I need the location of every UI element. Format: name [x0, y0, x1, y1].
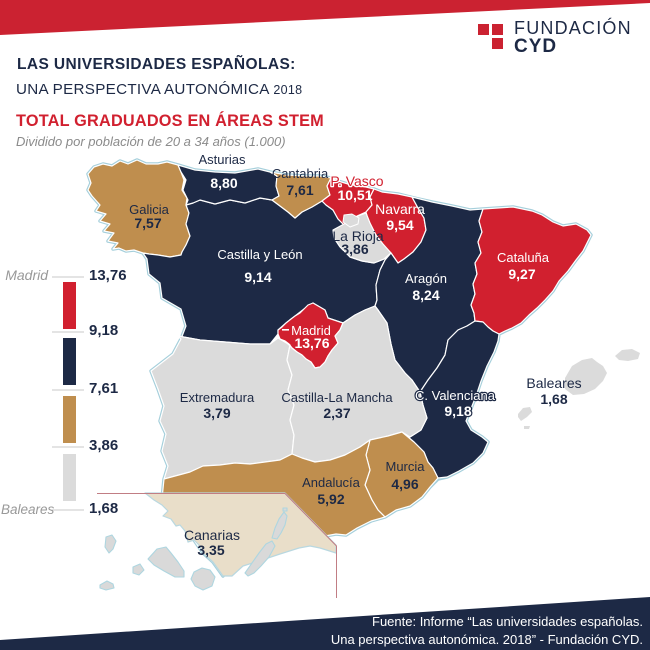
svg-text:9,27: 9,27	[508, 266, 535, 282]
svg-text:Castilla y León: Castilla y León	[217, 247, 302, 262]
svg-text:7,61: 7,61	[286, 182, 313, 198]
svg-text:10,51: 10,51	[337, 187, 372, 203]
svg-text:P. Vasco: P. Vasco	[330, 173, 383, 189]
svg-text:Cataluña: Cataluña	[497, 250, 550, 265]
svg-text:7,57: 7,57	[134, 215, 161, 231]
svg-text:Madrid: Madrid	[291, 323, 331, 338]
svg-text:TOTAL GRADUADOS EN ÁREAS STEM: TOTAL GRADUADOS EN ÁREAS STEM	[16, 111, 324, 130]
svg-text:8,24: 8,24	[412, 287, 439, 303]
svg-text:9,54: 9,54	[386, 217, 413, 233]
svg-text:UNA PERSPECTIVA AUTONÓMICA 201: UNA PERSPECTIVA AUTONÓMICA 2018	[16, 81, 302, 98]
svg-text:Castilla-La Mancha: Castilla-La Mancha	[281, 390, 393, 405]
svg-text:3,86: 3,86	[341, 241, 368, 257]
svg-text:Canarias: Canarias	[184, 527, 240, 543]
svg-text:3,86: 3,86	[89, 437, 118, 454]
svg-text:Asturias: Asturias	[199, 152, 246, 167]
svg-text:Galicia: Galicia	[129, 202, 170, 217]
svg-text:Madrid: Madrid	[5, 267, 49, 283]
svg-text:Navarra: Navarra	[375, 201, 425, 217]
svg-text:4,96: 4,96	[391, 476, 418, 492]
svg-text:1,68: 1,68	[540, 391, 567, 407]
svg-text:9,18: 9,18	[89, 322, 118, 339]
svg-text:Extremadura: Extremadura	[180, 390, 255, 405]
svg-text:13,76: 13,76	[294, 335, 329, 351]
svg-text:Andalucía: Andalucía	[302, 475, 361, 490]
svg-text:5,92: 5,92	[317, 491, 344, 507]
svg-text:Cantabria: Cantabria	[272, 166, 329, 181]
svg-text:Murcia: Murcia	[385, 459, 425, 474]
svg-text:Baleares: Baleares	[1, 502, 55, 517]
svg-text:LAS UNIVERSIDADES ESPAÑOLAS:: LAS UNIVERSIDADES ESPAÑOLAS:	[17, 55, 296, 73]
svg-text:Una perspectiva autonómica. 20: Una perspectiva autonómica. 2018” - Fund…	[331, 632, 643, 647]
svg-text:9,18: 9,18	[444, 403, 471, 419]
svg-text:13,76: 13,76	[89, 267, 127, 284]
svg-text:7,61: 7,61	[89, 380, 118, 397]
svg-text:FUNDACIÓN: FUNDACIÓN	[514, 17, 632, 38]
svg-text:8,80: 8,80	[210, 175, 237, 191]
svg-text:Dividido por población de 20 a: Dividido por población de 20 a 34 años (…	[16, 134, 286, 149]
svg-text:3,35: 3,35	[197, 542, 224, 558]
svg-text:1,68: 1,68	[89, 500, 118, 517]
svg-text:C. Valenciana: C. Valenciana	[415, 388, 496, 403]
svg-text:Baleares: Baleares	[526, 375, 581, 391]
svg-text:Aragón: Aragón	[405, 271, 447, 286]
svg-text:Fuente: Informe “Las universid: Fuente: Informe “Las universidades españ…	[372, 614, 643, 629]
svg-text:CYD: CYD	[514, 36, 557, 57]
svg-text:9,14: 9,14	[244, 269, 271, 285]
svg-text:3,79: 3,79	[203, 405, 230, 421]
svg-text:La Rioja: La Rioja	[332, 228, 384, 244]
svg-text:2,37: 2,37	[323, 405, 350, 421]
